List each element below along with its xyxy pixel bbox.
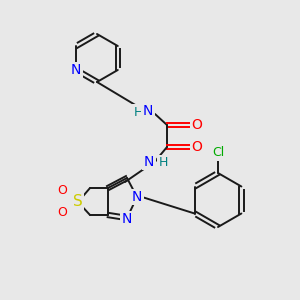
Text: N: N bbox=[122, 212, 132, 226]
Text: N: N bbox=[132, 190, 142, 204]
Text: N: N bbox=[71, 63, 81, 77]
Text: N: N bbox=[143, 104, 153, 118]
Text: O: O bbox=[192, 140, 203, 154]
Text: O: O bbox=[57, 206, 67, 220]
Text: H: H bbox=[133, 106, 143, 118]
Text: Cl: Cl bbox=[212, 146, 224, 160]
Text: H: H bbox=[158, 157, 168, 169]
Text: N: N bbox=[144, 155, 154, 169]
Text: O: O bbox=[192, 118, 203, 132]
Text: S: S bbox=[73, 194, 83, 209]
Text: O: O bbox=[57, 184, 67, 197]
